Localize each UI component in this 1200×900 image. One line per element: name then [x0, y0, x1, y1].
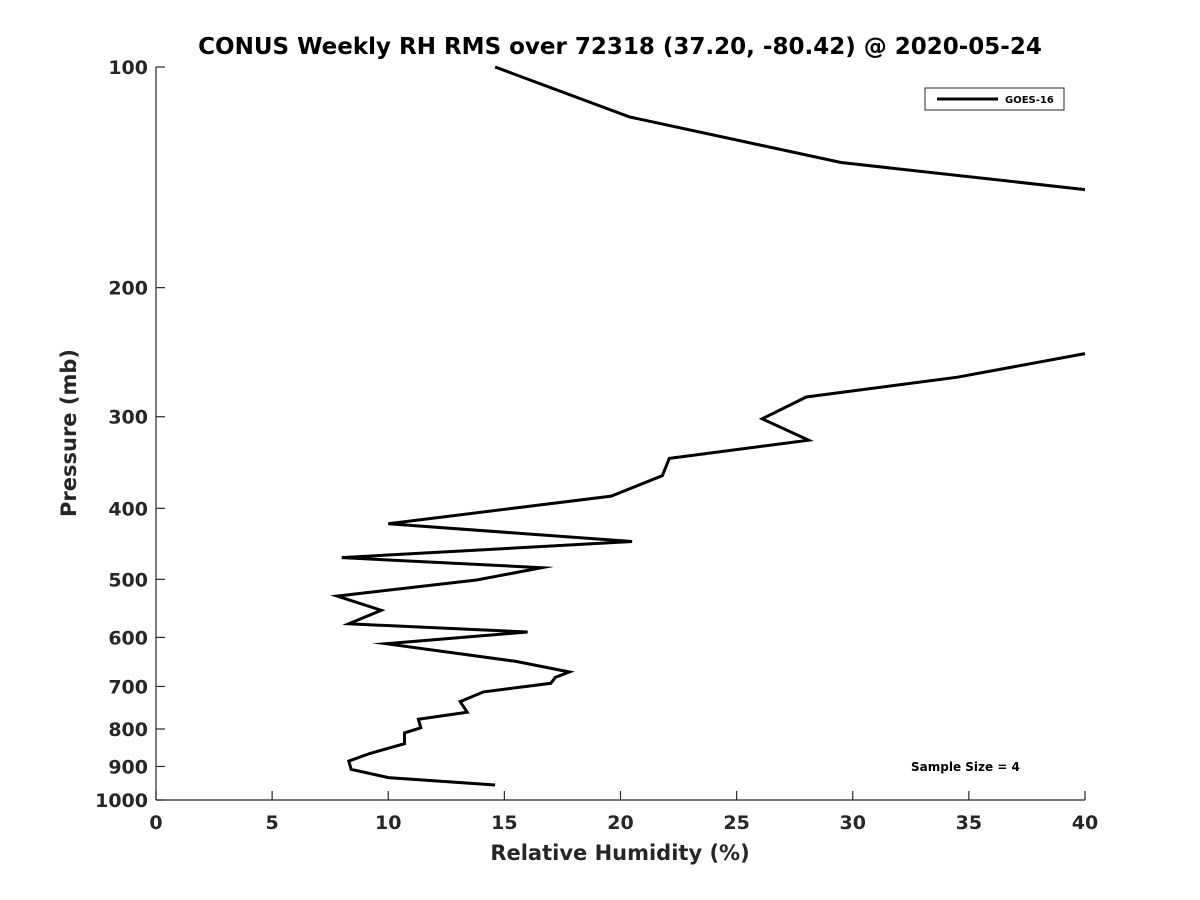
x-tick-label: 35	[956, 812, 982, 834]
y-tick-label: 300	[108, 407, 148, 429]
series-layer	[330, 65, 1086, 787]
y-tick-label: 400	[108, 498, 148, 520]
y-tick-label: 800	[108, 719, 148, 741]
y-tick-label: 600	[108, 627, 148, 649]
series-line-goes-16-segment-1	[494, 65, 1086, 192]
y-tick-label: 700	[108, 676, 148, 698]
x-tick-label: 20	[607, 812, 633, 834]
x-tick-label: 30	[840, 812, 866, 834]
x-tick-label: 10	[375, 812, 401, 834]
x-axis-label: Relative Humidity (%)	[490, 841, 749, 865]
y-tick-label: 500	[108, 569, 148, 591]
y-tick-label: 100	[108, 57, 148, 79]
x-tick-label: 5	[266, 812, 279, 834]
legend: GOES-16	[924, 87, 1065, 111]
series-line-goes-16-segment-2	[330, 352, 1086, 787]
y-axis-label: Pressure (mb)	[57, 349, 81, 517]
sample-size-annotation: Sample Size = 4	[911, 760, 1020, 774]
y-tick-label: 200	[108, 278, 148, 300]
x-tick-label: 15	[491, 812, 517, 834]
x-tick-label: 0	[149, 812, 162, 834]
x-tick-label: 25	[723, 812, 749, 834]
y-tick-label: 1000	[95, 790, 148, 812]
legend-label-goes-16: GOES-16	[1005, 95, 1054, 106]
y-ticks: 100 200 300 400 500 600 700 800 900 1000	[95, 57, 165, 812]
chart-title: CONUS Weekly RH RMS over 72318 (37.20, -…	[198, 34, 1042, 60]
x-tick-label: 40	[1072, 812, 1098, 834]
plot-area	[156, 67, 1085, 800]
x-ticks: 0 5 10 15 20 25 30 35 40	[149, 791, 1098, 834]
y-tick-label: 900	[108, 756, 148, 778]
